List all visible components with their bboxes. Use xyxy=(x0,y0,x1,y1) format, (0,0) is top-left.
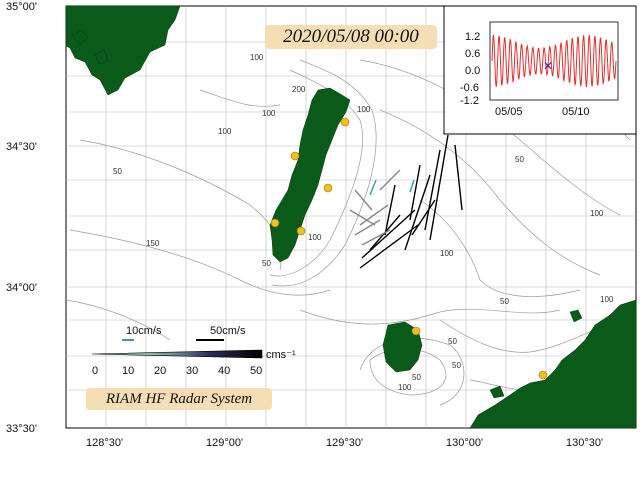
current-time-marker: ✕ xyxy=(543,59,553,73)
inset-y-tick: -0.6 xyxy=(460,82,479,94)
legend-scale-label: 20 xyxy=(154,365,166,377)
islet xyxy=(569,309,583,323)
contour-label: 50 xyxy=(448,337,457,346)
current-vector xyxy=(454,144,463,211)
lon-tick-label: 128°30' xyxy=(86,437,123,449)
inset-y-tick: 1.2 xyxy=(465,31,480,43)
legend-scale-label: 50 xyxy=(250,365,262,377)
lon-tick-label: 130°30' xyxy=(566,437,603,449)
current-vector xyxy=(424,149,441,231)
date-title: 2020/05/08 00:00 xyxy=(265,25,437,49)
inset-x-tick: 05/10 xyxy=(562,106,590,118)
contour-label: 100 xyxy=(600,295,614,304)
contour-label: 50 xyxy=(412,373,421,382)
station-marker xyxy=(323,183,333,193)
lon-tick-label: 129°30' xyxy=(326,437,363,449)
contour-label: 100 xyxy=(250,53,264,62)
contour-label: 50 xyxy=(262,259,271,268)
legend-scale-label: 40 xyxy=(218,365,230,377)
kyushu-coast xyxy=(469,299,637,429)
lon-tick-label: 129°00' xyxy=(206,437,243,449)
lat-tick-label: 33°30' xyxy=(6,423,37,435)
velocity-legend: 10cm/s 50cm/s cms⁻¹ 0 10 20 30 40 50 xyxy=(91,325,296,377)
current-vector xyxy=(411,199,436,236)
station-group xyxy=(270,117,548,380)
lat-tick-label: 35°00' xyxy=(6,1,37,13)
inset-y-tick: 0.6 xyxy=(465,48,480,60)
legend-unit: cms⁻¹ xyxy=(266,349,296,361)
current-vector xyxy=(369,179,377,196)
current-vector xyxy=(354,219,381,236)
contour-label: 50 xyxy=(515,155,524,164)
contour-label: 50 xyxy=(113,167,122,176)
legend-scale-label: 10 xyxy=(122,365,134,377)
lat-tick-label: 34°00' xyxy=(6,282,37,294)
current-vector xyxy=(354,189,373,211)
contour-label: 150 xyxy=(146,239,160,248)
contour-label: 100 xyxy=(440,249,454,258)
islet xyxy=(71,29,89,45)
inset-x-tick: 05/05 xyxy=(495,106,523,118)
lon-axis: 128°30' 129°00' 129°30' 130°00' 130°30' xyxy=(86,437,603,449)
current-vector xyxy=(379,169,401,191)
current-vector xyxy=(409,164,421,221)
lon-tick-label: 130°00' xyxy=(446,437,483,449)
station-marker xyxy=(270,218,280,228)
contour-label: 50 xyxy=(500,297,509,306)
islet xyxy=(94,49,109,65)
station-marker xyxy=(290,151,300,161)
current-vectors xyxy=(349,134,463,269)
land xyxy=(65,5,637,429)
korea-coast xyxy=(65,5,181,96)
lat-tick-label: 34°30' xyxy=(6,141,37,153)
contour-label: 100 xyxy=(590,209,604,218)
tide-inset: 1.2 0.6 0.0 -0.6 -1.2 05/05 05/10 ✕ xyxy=(443,5,637,135)
station-marker xyxy=(296,226,306,236)
iki-island xyxy=(382,321,423,373)
contour-label: 100 xyxy=(357,105,371,114)
current-vector xyxy=(404,174,431,251)
legend-ref-large-label: 50cm/s xyxy=(210,325,246,337)
legend-scale-label: 30 xyxy=(186,365,198,377)
legend-ref-small-label: 10cm/s xyxy=(126,325,162,337)
current-vector xyxy=(361,229,391,246)
lat-axis: 35°00' 34°30' 34°00' 33°30' xyxy=(6,1,37,435)
contour-label: 100 xyxy=(262,109,276,118)
contour-label: 100 xyxy=(218,127,232,136)
contour-label: 50 xyxy=(452,361,461,370)
station-marker xyxy=(411,326,421,336)
contour-label: 100 xyxy=(308,233,322,242)
legend-color-bar xyxy=(91,349,263,359)
legend-scale-label: 0 xyxy=(92,365,98,377)
station-marker xyxy=(538,370,548,380)
current-vector xyxy=(384,184,396,236)
contour-label: 100 xyxy=(398,383,412,392)
contour-label: 200 xyxy=(292,85,306,94)
current-vector xyxy=(429,134,449,241)
islet xyxy=(489,385,505,399)
current-vector xyxy=(409,179,415,193)
tide-curve xyxy=(491,34,617,88)
inset-y-tick: 0.0 xyxy=(465,65,480,77)
current-vector xyxy=(359,204,389,226)
bathymetry-contours xyxy=(65,59,631,406)
contour-label-group: 50 100 200 100 100 150 50 100 100 50 100… xyxy=(113,53,614,392)
inset-y-tick: -1.2 xyxy=(460,95,479,107)
current-vector xyxy=(349,209,376,226)
current-vector xyxy=(359,224,419,269)
system-label: RIAM HF Radar System xyxy=(86,388,272,410)
station-marker xyxy=(340,117,350,127)
